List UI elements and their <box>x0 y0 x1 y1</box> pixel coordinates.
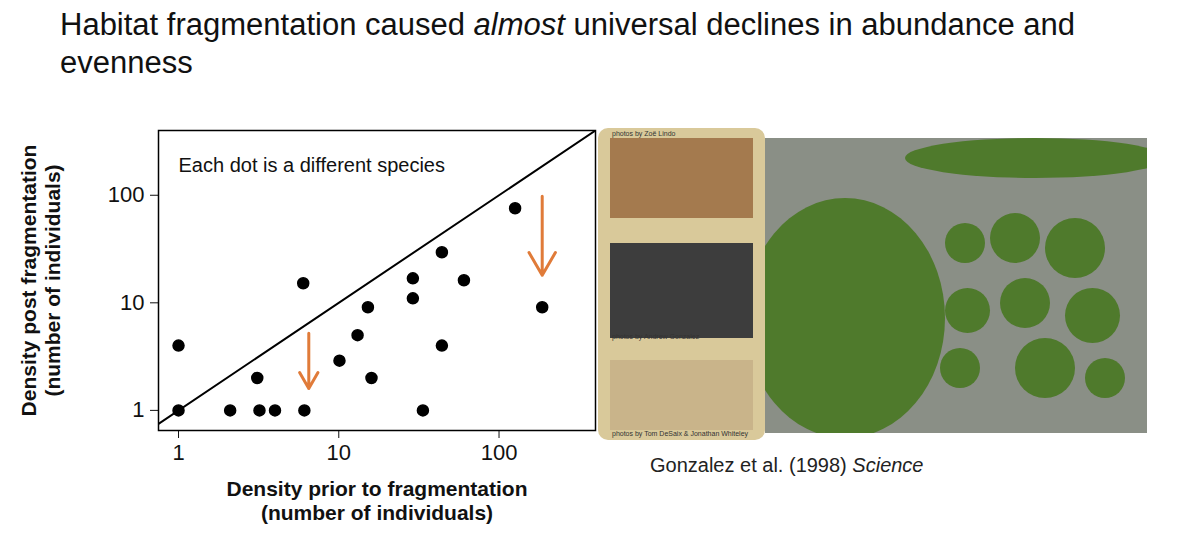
html-text:photos by Andrew Gonzalez: photos by Andrew Gonzalez <box>612 333 700 340</box>
svg-text:Each dot is a different specie: Each dot is a different species <box>179 154 445 176</box>
svg-text:10: 10 <box>120 290 144 315</box>
svg-text:100: 100 <box>108 182 145 207</box>
html-text:photos by Tom DeSaix & Jonatha: photos by Tom DeSaix & Jonathan Whiteley <box>612 430 749 437</box>
html-text:Gonzalez et al. (1998) Science: Gonzalez et al. (1998) Science <box>650 454 924 476</box>
svg-text:100: 100 <box>481 440 518 465</box>
html-text:photos by Zoë Lindo: photos by Zoë Lindo <box>612 130 676 137</box>
svg-text:1: 1 <box>132 397 144 422</box>
svg-text:Density post fragmentation(num: Density post fragmentation(number of ind… <box>17 145 64 417</box>
svg-text:Density prior to fragmentation: Density prior to fragmentation(number of… <box>226 477 527 524</box>
svg-text:1: 1 <box>172 440 184 465</box>
svg-text:10: 10 <box>327 440 351 465</box>
html-text:Habitat fragmentation caused a: Habitat fragmentation caused almost univ… <box>60 7 1075 80</box>
